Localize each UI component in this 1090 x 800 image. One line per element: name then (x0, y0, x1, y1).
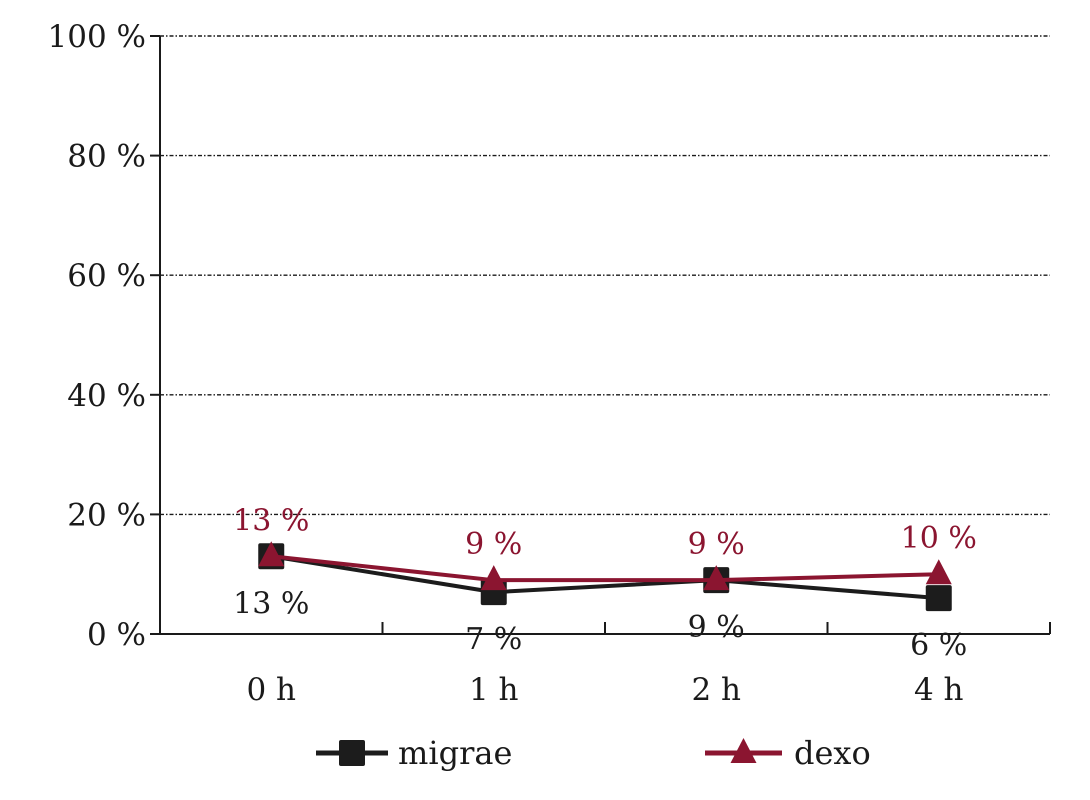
data-label: 9 % (688, 527, 745, 562)
y-tick-label: 0 % (87, 617, 146, 653)
x-tick-label: 0 h (246, 672, 296, 708)
gridlines (160, 35, 1050, 516)
axes (150, 35, 1051, 635)
y-tick-label: 20 % (67, 497, 146, 533)
legend-item-dexo: dexo (705, 734, 871, 772)
data-label: 6 % (910, 628, 967, 663)
data-label: 13 % (233, 586, 309, 621)
data-label: 9 % (688, 610, 745, 645)
x-tick-label: 4 h (914, 672, 964, 708)
legend-label: dexo (794, 734, 871, 772)
data-label: 13 % (233, 503, 309, 538)
series (258, 541, 952, 612)
square-marker (925, 585, 952, 612)
triangle-marker (730, 738, 757, 763)
square-marker (339, 740, 365, 766)
x-tick-label: 1 h (469, 672, 519, 708)
triangle-marker (258, 541, 285, 567)
legend-label: migrae (398, 734, 512, 772)
data-label: 9 % (465, 527, 522, 562)
series-line (271, 554, 939, 583)
y-tick-label: 100 % (48, 19, 146, 55)
data-labels: 13 % 7 % 9 % 6 % 13 % 9 % 9 % 10 % (233, 503, 977, 663)
triangle-marker (925, 559, 952, 585)
triangle-marker (480, 565, 507, 591)
triangle-marker (703, 565, 730, 591)
legend-item-migrae: migrae (316, 734, 512, 772)
series-line (270, 554, 939, 601)
x-tick-label: 2 h (691, 672, 741, 708)
y-tick-label: 40 % (67, 378, 146, 414)
legend: migrae dexo (316, 734, 871, 772)
y-tick-labels: 0 % 20 % 40 % 60 % 80 % 100 % (48, 19, 146, 653)
y-tick-label: 80 % (67, 139, 146, 175)
series-dexo (258, 541, 952, 591)
data-label: 10 % (901, 521, 977, 556)
data-label: 7 % (465, 622, 522, 657)
x-tick-labels: 0 h 1 h 2 h 4 h (246, 672, 963, 708)
y-tick-label: 60 % (67, 258, 146, 294)
